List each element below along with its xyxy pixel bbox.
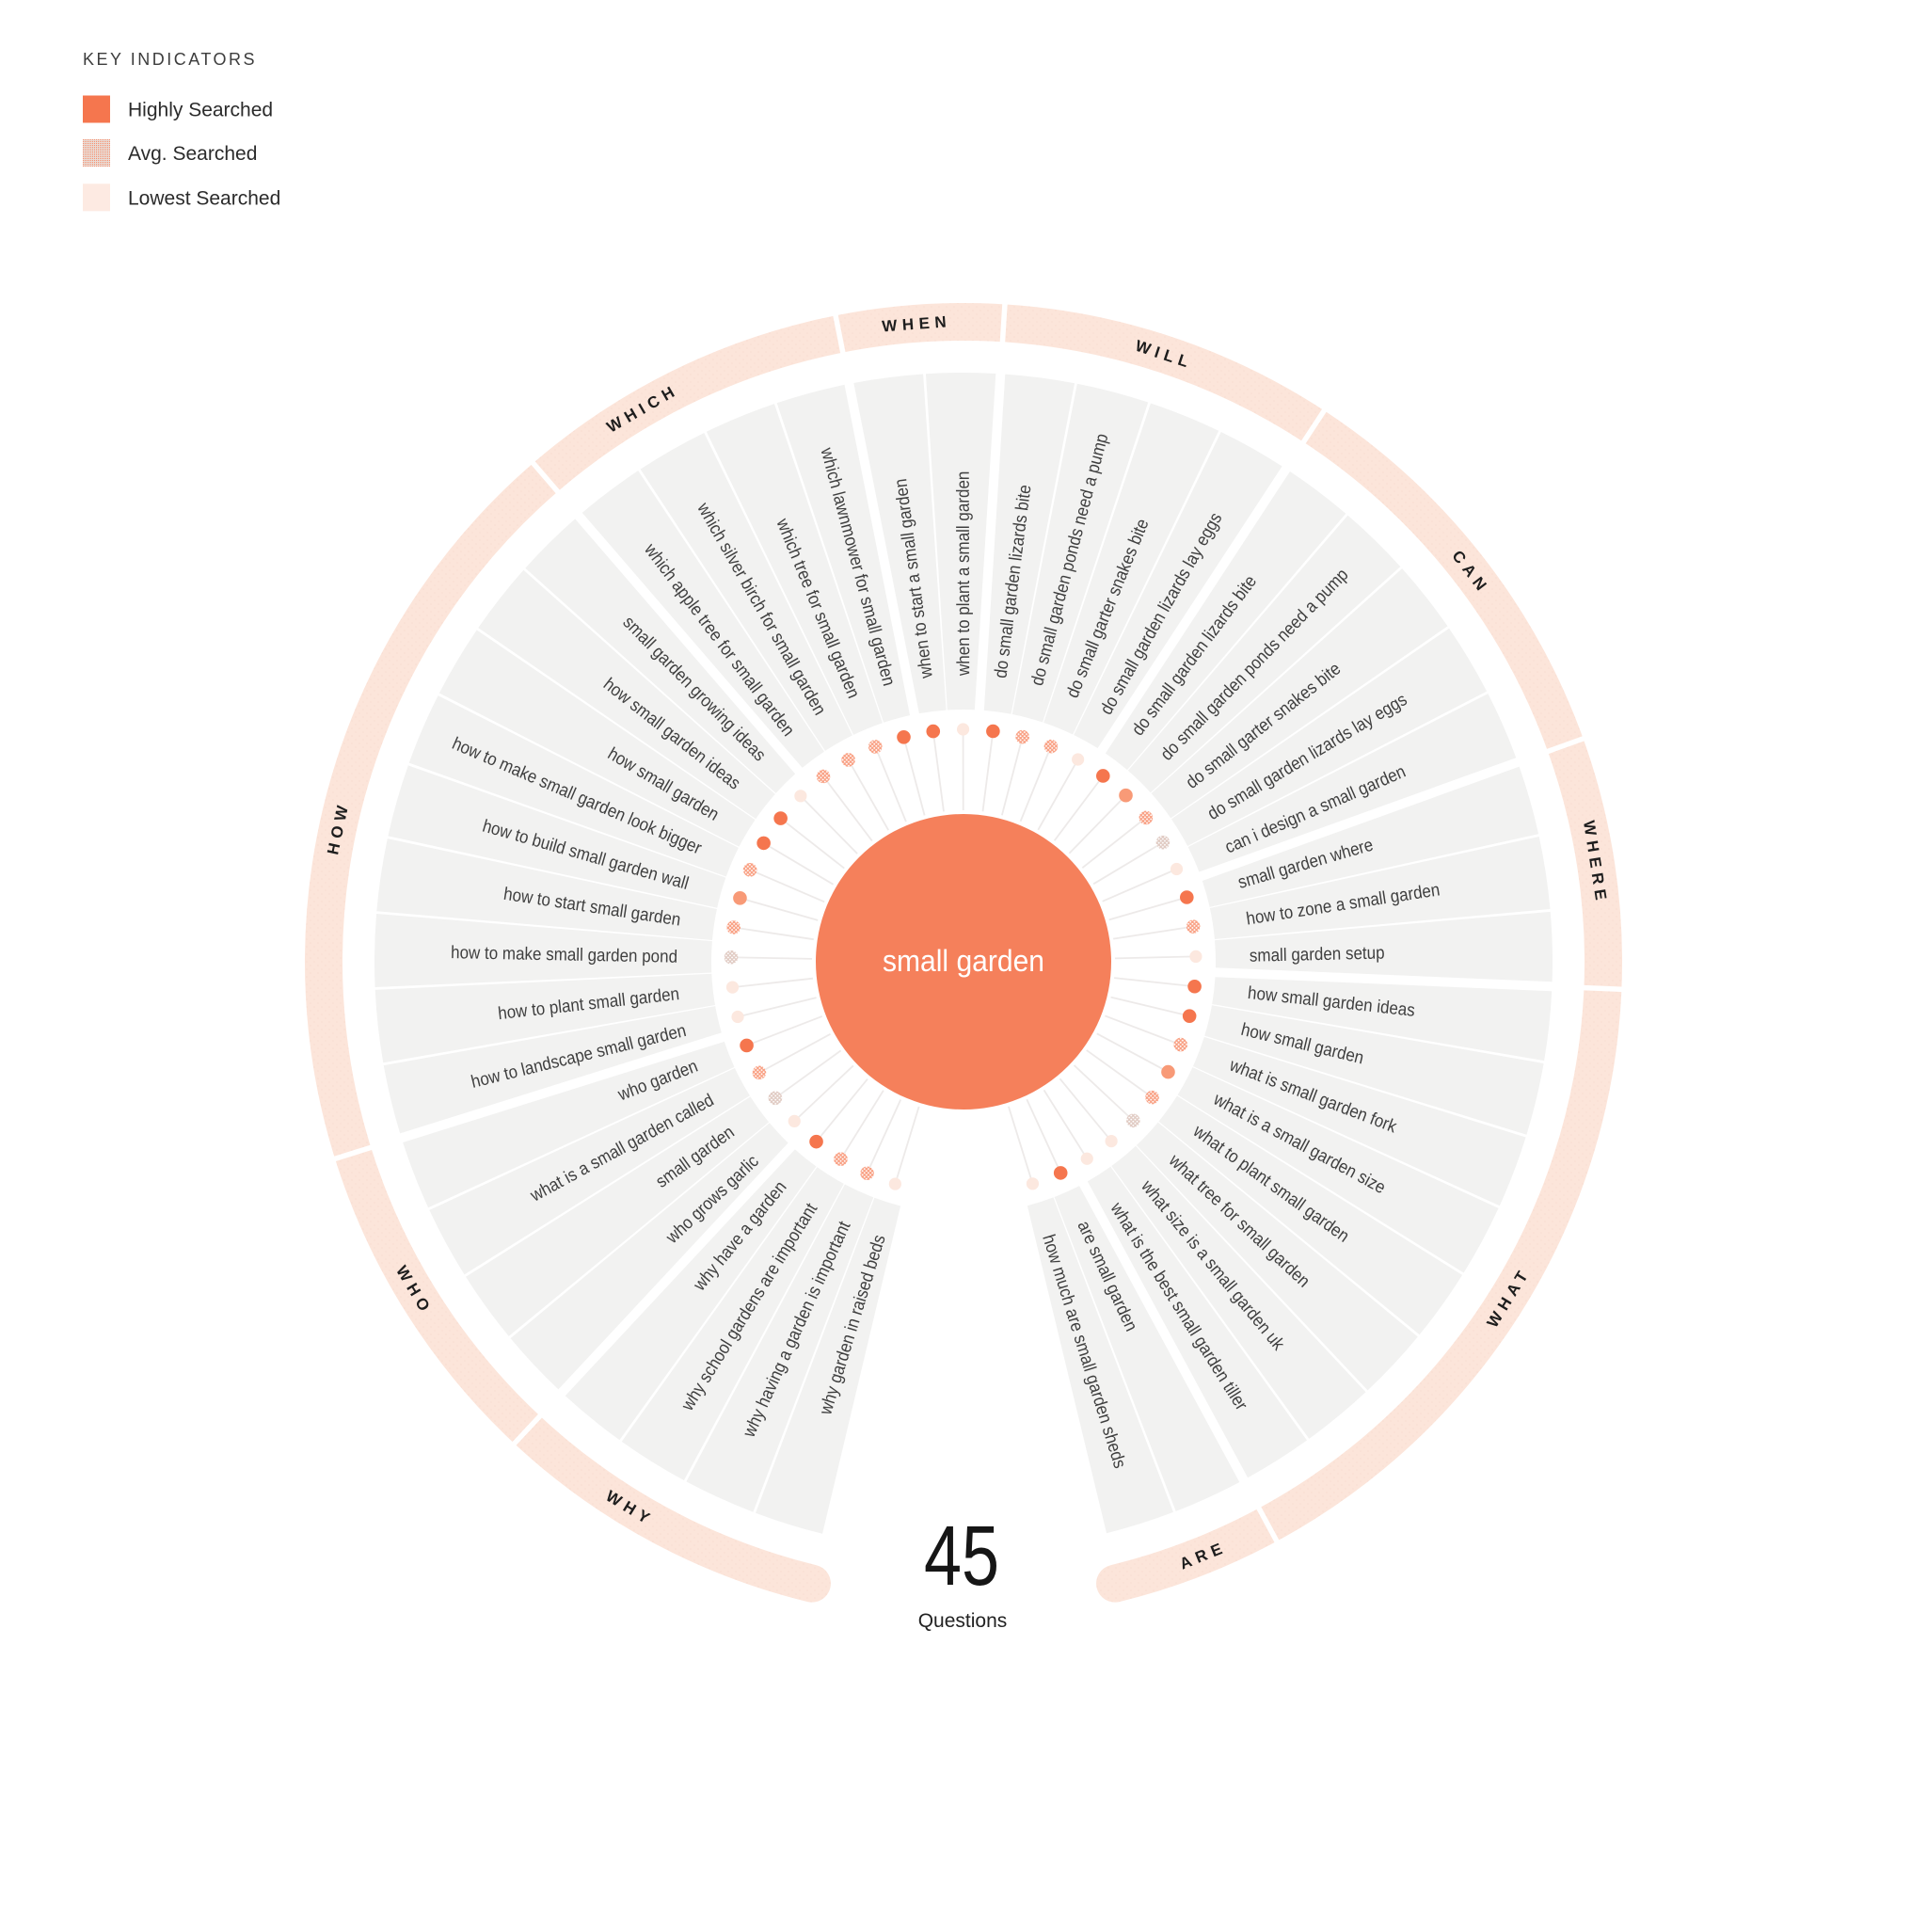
svg-text:when to plant a small garden: when to plant a small garden: [954, 471, 974, 677]
svg-text:small garden setup: small garden setup: [1250, 943, 1385, 966]
svg-text:Lowest Searched: Lowest Searched: [128, 187, 280, 209]
svg-text:KEY INDICATORS: KEY INDICATORS: [83, 50, 257, 69]
svg-text:small garden: small garden: [883, 944, 1044, 978]
svg-text:45: 45: [924, 1509, 999, 1604]
svg-text:Questions: Questions: [918, 1610, 1008, 1632]
svg-text:Avg. Searched: Avg. Searched: [128, 143, 257, 165]
svg-text:Highly Searched: Highly Searched: [128, 100, 273, 121]
